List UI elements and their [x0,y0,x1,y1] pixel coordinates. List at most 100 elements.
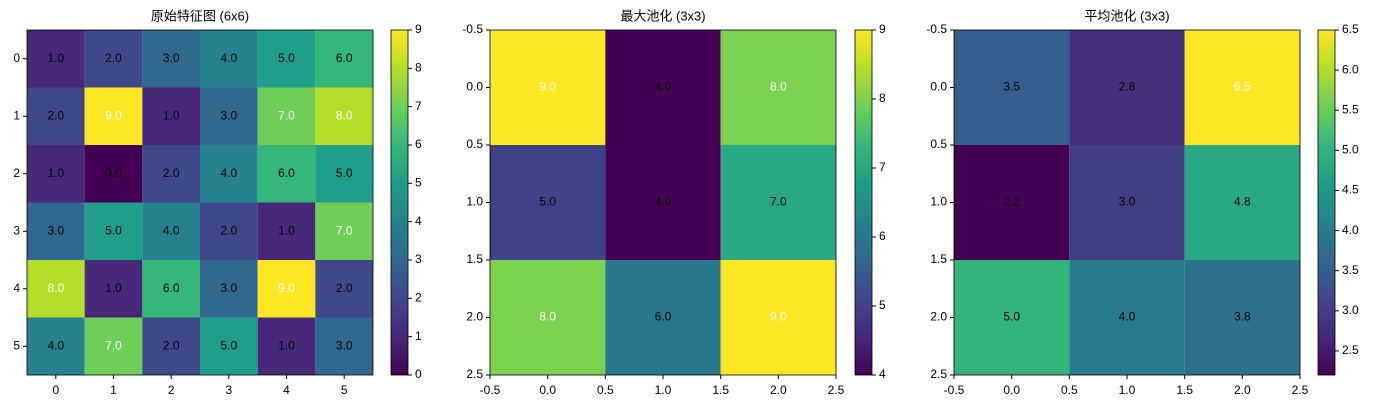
heatmap-cell [605,145,721,260]
heatmap-cell [954,30,1070,145]
heatmap-cell [1069,145,1185,260]
colorbar-tick-label: 5 [879,298,886,312]
y-tick-label: 1.5 [930,252,947,266]
x-tick-label: 1.5 [712,383,729,397]
cell-label: 7.0 [770,195,787,209]
cell-label: 2.0 [220,223,237,237]
heatmap-cell [257,30,316,88]
heatmap-cell [605,260,721,375]
y-tick-label: 0.0 [466,80,483,94]
heatmap-cell [720,30,836,145]
cell-label: 2.0 [336,281,353,295]
heatmap-cell [142,202,200,260]
y-tick-label: 4 [13,281,20,295]
cell-label: 3.0 [163,51,180,65]
x-tick-label: 2.5 [828,383,845,397]
heatmap-cell [315,145,373,203]
colorbar-tick-label: 0 [415,367,422,381]
colorbar-tick-label: 4.0 [1342,223,1359,237]
heatmap-cell [142,30,200,88]
cell-label: 4.8 [1234,195,1251,209]
cell-label: 9.0 [770,310,787,324]
cell-label: 6.0 [163,281,180,295]
y-tick-label: 3 [13,223,20,237]
cell-label: 4.0 [47,338,64,352]
colorbar-tick-label: 2 [415,291,422,305]
cell-label: 3.0 [336,338,353,352]
cell-label: 1.0 [163,108,180,122]
x-tick-label: 5 [341,383,348,397]
heatmap-cell [490,260,606,375]
cell-label: 4.0 [163,223,180,237]
cell-label: 7.0 [105,338,122,352]
colorbar-tick-label: 4 [879,367,886,381]
cell-label: 6.0 [278,166,295,180]
cell-label: 2.0 [47,108,64,122]
colorbar-tick-label: 3.5 [1342,263,1359,277]
cell-label: 8.0 [336,108,353,122]
cell-label: 1.0 [278,223,295,237]
colorbar-tick-label: 6.5 [1342,22,1359,36]
x-tick-label: 4 [283,383,290,397]
heatmap-cell [1184,260,1300,375]
heatmap-cell [315,317,373,375]
colorbar-tick-label: 3.0 [1342,303,1359,317]
x-tick-label: 2.0 [1234,383,1251,397]
y-tick-label: 1.5 [466,252,483,266]
heatmap-cell [27,145,85,203]
cell-label: 6.0 [655,310,672,324]
cell-label: 3.0 [220,281,237,295]
cell-label: 6.0 [336,51,353,65]
heatmap-cell [84,202,143,260]
heatmap-cell [257,260,316,318]
heatmap-cell [27,87,85,145]
cell-label: 3.0 [47,223,64,237]
x-tick-label: 2.5 [1292,383,1309,397]
colorbar-tick-label: 6 [879,229,886,243]
x-tick-label: 2.0 [770,383,787,397]
colorbar [854,29,873,376]
heatmap-cell [142,260,200,318]
x-tick-label: 0.5 [1061,383,1078,397]
y-tick-label: 0.5 [466,137,483,151]
heatmap-cell [200,202,258,260]
heatmap-cell [27,317,85,375]
heatmap-cell [257,87,316,145]
colorbar-tick-label: 5.5 [1342,102,1359,116]
cell-label: 8.0 [539,310,556,324]
heatmap-cell [200,145,258,203]
heatmap-cell [200,30,258,88]
heatmap-cell [84,145,143,203]
cell-label: 5.0 [539,195,556,209]
colorbar-tick-label: 1 [415,329,422,343]
heatmap-cell [84,30,143,88]
heatmap-cell [27,30,85,88]
colorbar-tick-label: 7 [879,160,886,174]
axes-frame [26,29,374,376]
y-tick-label: 2.5 [466,367,483,381]
cell-label: 5.0 [336,166,353,180]
colorbar-tick-label: 6 [415,137,422,151]
y-tick-label: 2.0 [466,310,483,324]
y-tick-label: 1 [13,108,20,122]
cell-label: 4.0 [220,51,237,65]
cell-label: 5.0 [1003,310,1020,324]
heatmap-cell [27,202,85,260]
x-tick-label: -0.5 [944,383,965,397]
cell-label: 1.0 [278,338,295,352]
colorbar-tick-label: 9 [879,22,886,36]
heatmap-cell [605,30,721,145]
x-tick-label: 1.5 [1176,383,1193,397]
heatmap-cell [315,87,373,145]
x-tick-label: 0.0 [539,383,556,397]
heatmap-cell [142,317,200,375]
x-tick-label: 3 [225,383,232,397]
y-tick-label: 1.0 [466,195,483,209]
cell-label: 6.5 [1234,80,1251,94]
colorbar-tick-label: 6.0 [1342,62,1359,76]
colorbar-tick-label: 8 [415,61,422,75]
colorbar-tick-label: 4.5 [1342,183,1359,197]
heatmap-cell [84,260,143,318]
cell-label: 1.0 [47,166,64,180]
